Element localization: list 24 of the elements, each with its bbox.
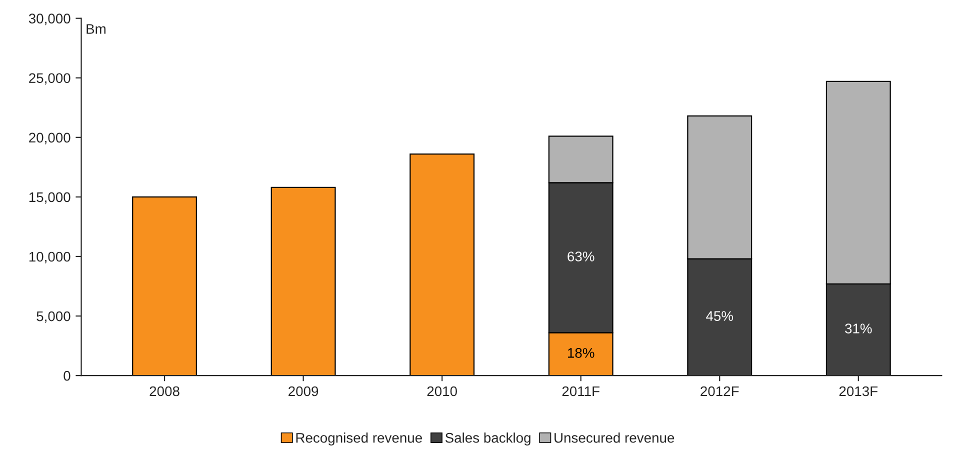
y-tick-label: 5,000	[36, 311, 70, 323]
bar	[270, 186, 336, 376]
x-tick-label: 2008	[150, 386, 180, 396]
y-axis-title: Bm	[86, 24, 106, 34]
y-tick-label: 0	[64, 370, 70, 381]
y-tick-label: 25,000	[29, 73, 70, 85]
y-tick-label: 20,000	[29, 132, 70, 144]
x-tick-label: 2012F	[700, 386, 739, 396]
annotation: 45%	[706, 311, 734, 321]
x-tick-label: 2009	[288, 386, 318, 396]
bar	[132, 196, 197, 376]
bar	[410, 154, 475, 376]
legend-label: Sales backlog	[445, 432, 530, 446]
y-tick-label: 30,000	[28, 14, 70, 26]
annotation: 63%	[568, 252, 594, 262]
x-tick-label: 2011F	[562, 386, 600, 396]
legend-label: Unsecured revenue	[554, 432, 674, 443]
annotation: 18%	[568, 348, 594, 358]
y-tick-label: 15,000	[29, 192, 70, 204]
x-tick-label: 2013F	[839, 386, 878, 396]
x-tick-label: 2010	[427, 386, 457, 396]
legend-label: Recognised revenue	[296, 432, 422, 446]
y-tick-label: 10,000	[29, 252, 70, 264]
annotation: 31%	[845, 324, 872, 334]
